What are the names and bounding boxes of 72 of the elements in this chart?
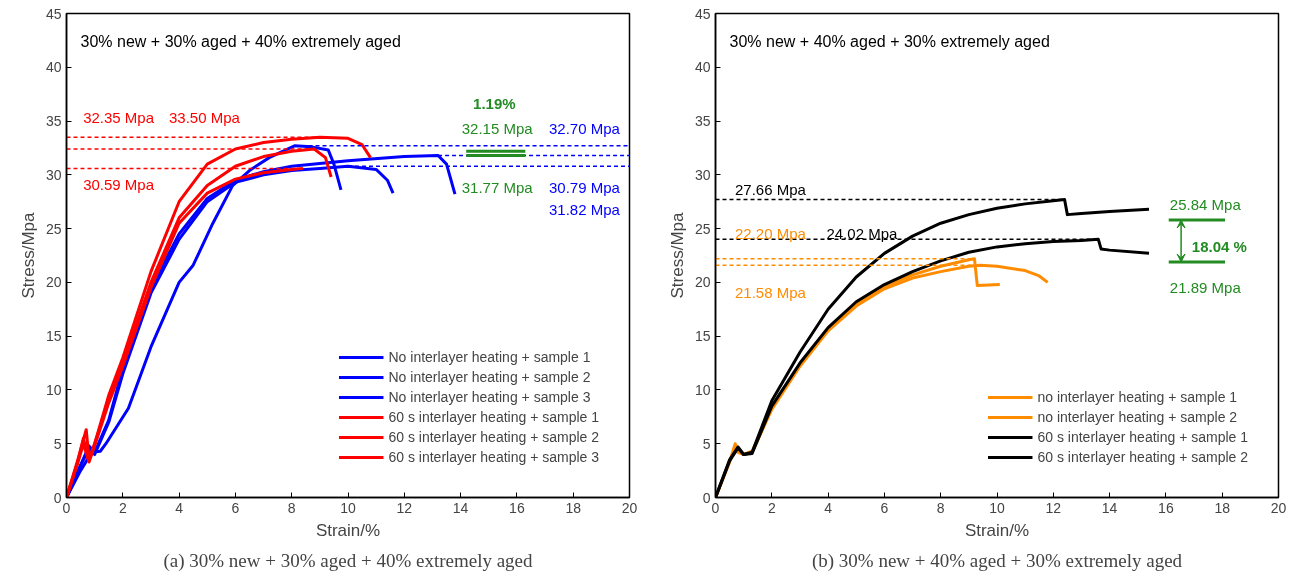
- y-tick-label: 15: [694, 328, 711, 345]
- x-tick-label: 10: [340, 499, 356, 516]
- legend-label: 60 s interlayer heating + sample 3: [388, 449, 599, 465]
- x-tick-label: 4: [175, 499, 184, 516]
- y-tick-label: 15: [45, 328, 62, 345]
- annotation: 1.19%: [473, 95, 516, 113]
- y-tick-label: 10: [45, 381, 62, 398]
- x-tick-label: 12: [396, 499, 413, 516]
- legend-label: No interlayer heating + sample 2: [388, 369, 591, 385]
- x-tick-label: 8: [287, 499, 296, 516]
- legend-label: No interlayer heating + sample 1: [388, 349, 591, 365]
- annotation: 18.04 %: [1191, 238, 1247, 256]
- annotation: 24.02 Mpa: [826, 225, 898, 243]
- legend-label: 60 s interlayer heating + sample 2: [1037, 449, 1248, 465]
- legend-label: 60 s interlayer heating + sample 2: [388, 429, 599, 445]
- annotation: 22.20 Mpa: [734, 225, 807, 243]
- y-tick-label: 5: [702, 435, 711, 452]
- y-tick-label: 35: [694, 113, 711, 130]
- y-tick-label: 45: [694, 5, 711, 22]
- y-tick-label: 10: [694, 381, 711, 398]
- legend-label: 60 s interlayer heating + sample 1: [388, 409, 599, 425]
- legend-label: 60 s interlayer heating + sample 1: [1037, 429, 1248, 445]
- annotation: 33.50 Mpa: [168, 109, 241, 127]
- annotation: 21.58 Mpa: [734, 283, 807, 301]
- legend-label: no interlayer heating + sample 2: [1037, 409, 1238, 425]
- x-tick-label: 4: [824, 499, 833, 516]
- x-tick-label: 20: [1270, 499, 1287, 516]
- y-tick-label: 20: [45, 274, 62, 291]
- legend-label: No interlayer heating + sample 3: [388, 389, 591, 405]
- y-axis-title: Stress/Mpa: [18, 211, 38, 299]
- x-tick-label: 2: [767, 499, 776, 516]
- y-tick-label: 40: [45, 59, 62, 76]
- y-tick-label: 25: [694, 220, 711, 237]
- y-tick-label: 35: [45, 113, 62, 130]
- annotation: 30.59 Mpa: [83, 176, 155, 194]
- annotation: 32.70 Mpa: [549, 120, 621, 138]
- annotation: 31.82 Mpa: [549, 200, 621, 218]
- y-tick-label: 30: [694, 166, 711, 183]
- x-tick-label: 14: [452, 499, 469, 516]
- annotation: 27.66 Mpa: [734, 181, 807, 199]
- x-tick-label: 6: [231, 499, 240, 516]
- y-tick-label: 5: [53, 435, 62, 452]
- text: 30% new + 30% aged + 40% extremely aged: [80, 32, 401, 50]
- x-tick-label: 18: [1214, 499, 1231, 516]
- text: 30% new + 40% aged + 30% extremely aged: [729, 32, 1050, 50]
- x-tick-label: 12: [1045, 499, 1062, 516]
- text: (a) 30% new + 30% aged + 40% extremely aged: [163, 549, 534, 572]
- y-tick-label: 30: [45, 166, 62, 183]
- annotation: 32.15 Mpa: [461, 120, 534, 138]
- annotation: 30.79 Mpa: [549, 179, 621, 197]
- x-axis-title: Strain/%: [315, 520, 381, 540]
- annotation: 21.89 Mpa: [1169, 279, 1242, 297]
- x-tick-label: 2: [118, 499, 127, 516]
- annotation: 32.35 Mpa: [83, 109, 155, 127]
- y-tick-label: 45: [45, 5, 62, 22]
- x-tick-label: 16: [509, 499, 525, 516]
- y-tick-label: 20: [694, 274, 711, 291]
- x-tick-label: 6: [880, 499, 889, 516]
- x-tick-label: 10: [989, 499, 1005, 516]
- y-tick-label: 40: [694, 59, 711, 76]
- annotation: 31.77 Mpa: [461, 179, 534, 197]
- x-tick-label: 16: [1158, 499, 1174, 516]
- x-tick-label: 18: [565, 499, 582, 516]
- annotation: 25.84 Mpa: [1169, 196, 1242, 214]
- y-axis-title: Stress/Mpa: [667, 211, 687, 299]
- x-tick-label: 8: [936, 499, 945, 516]
- text: (b) 30% new + 40% aged + 30% extremely aged: [811, 549, 1183, 572]
- legend-label: no interlayer heating + sample 1: [1037, 389, 1238, 405]
- y-tick-label: 25: [45, 220, 62, 237]
- x-axis-title: Strain/%: [964, 520, 1030, 540]
- x-tick-label: 20: [621, 499, 638, 516]
- x-tick-label: 14: [1101, 499, 1118, 516]
